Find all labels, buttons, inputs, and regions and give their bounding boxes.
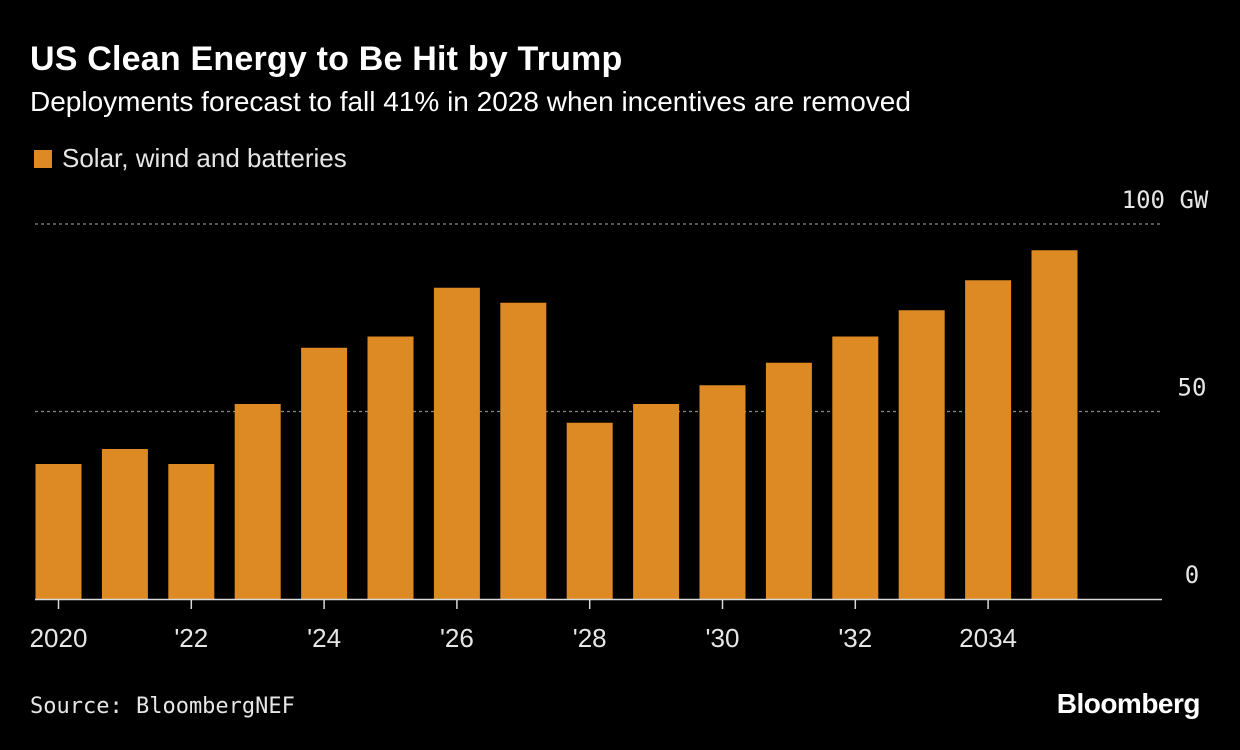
bar <box>234 404 281 599</box>
source-note: Source: BloombergNEF <box>30 694 295 719</box>
bar <box>566 422 613 599</box>
bar <box>1031 250 1078 599</box>
x-tick-label: 2020 <box>30 623 88 653</box>
legend-swatch <box>34 149 52 168</box>
bar <box>633 404 680 599</box>
chart-title: US Clean Energy to Be Hit by Trump <box>30 40 623 78</box>
bar <box>898 310 945 599</box>
bar-chart: 0 50 100 GW 2020 '22 '24 '26 '28 '30 '32 2034 <box>30 186 1209 653</box>
bar <box>168 464 215 599</box>
bar <box>500 302 547 599</box>
legend: Solar, wind and batteries <box>34 143 347 174</box>
bar <box>101 449 148 599</box>
bloomberg-logo: Bloomberg <box>1056 688 1201 719</box>
bar <box>367 336 414 599</box>
x-tick-label: '26 <box>440 623 474 653</box>
bar <box>965 280 1012 599</box>
chart-subtitle: Deployments forecast to fall 41% in 2028… <box>30 86 911 117</box>
bar <box>433 287 480 599</box>
x-tick-label: '28 <box>573 623 607 653</box>
bar <box>699 385 746 599</box>
x-tick-label: 2034 <box>959 623 1017 653</box>
bar <box>765 362 812 599</box>
bar <box>301 347 348 599</box>
x-tick-label: '22 <box>174 623 208 653</box>
legend-label: Solar, wind and batteries <box>62 143 347 173</box>
x-tick-label: '30 <box>706 623 740 653</box>
y-tick-label: 100 GW <box>1122 186 1209 214</box>
y-tick-label: 50 <box>1178 374 1207 402</box>
x-tick-label: '32 <box>838 623 872 653</box>
bar <box>832 336 879 599</box>
bar <box>35 464 82 599</box>
x-tick-label: '24 <box>307 623 341 653</box>
y-tick-label: 0 <box>1185 561 1199 589</box>
